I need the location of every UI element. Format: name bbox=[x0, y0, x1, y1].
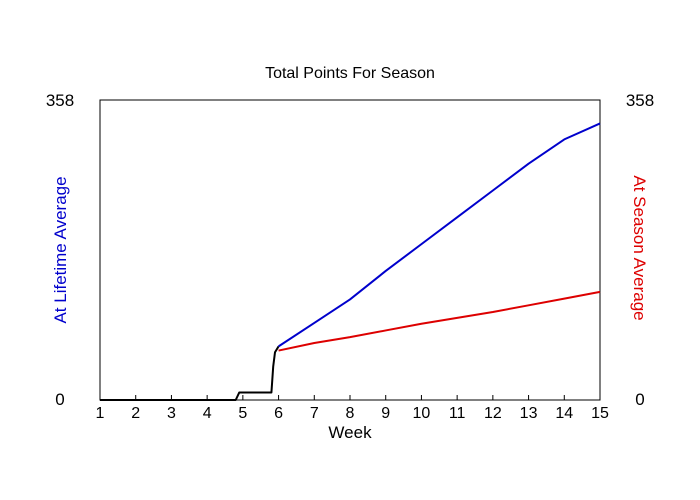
x-tick-label: 14 bbox=[555, 405, 573, 422]
series-line-actual bbox=[100, 345, 280, 401]
x-axis-ticks: 1 2 3 4 5 6 7 8 9 10 11 12 13 14 15 bbox=[96, 395, 609, 422]
x-tick-label: 2 bbox=[131, 405, 140, 422]
x-tick-label: 3 bbox=[167, 405, 176, 422]
x-tick-label: 4 bbox=[203, 405, 212, 422]
x-tick-label: 1 bbox=[96, 405, 105, 422]
chart-title: Total Points For Season bbox=[265, 65, 435, 82]
x-tick-label: 6 bbox=[274, 405, 283, 422]
y-left-tick-min: 0 bbox=[55, 390, 64, 409]
x-tick-label: 9 bbox=[381, 405, 390, 422]
x-tick-label: 12 bbox=[484, 405, 502, 422]
x-tick-label: 15 bbox=[591, 405, 609, 422]
y-axis-label-right: At Season Average bbox=[630, 175, 649, 320]
x-tick-label: 8 bbox=[346, 405, 355, 422]
x-tick-label: 11 bbox=[449, 405, 466, 422]
x-tick-label: 5 bbox=[238, 405, 247, 422]
y-right-tick-max: 358 bbox=[626, 91, 654, 110]
x-tick-label: 13 bbox=[520, 405, 538, 422]
y-left-tick-max: 358 bbox=[46, 91, 74, 110]
y-axis-label-left: At Lifetime Average bbox=[51, 176, 70, 323]
x-tick-label: 7 bbox=[310, 405, 319, 422]
y-right-tick-min: 0 bbox=[635, 390, 644, 409]
plot-frame bbox=[99, 99, 601, 401]
series-layer bbox=[100, 122, 601, 401]
series-line-lifetime-average bbox=[278, 122, 601, 348]
x-tick-label: 10 bbox=[413, 405, 431, 422]
series-line-season-average bbox=[278, 290, 601, 352]
x-axis-label: Week bbox=[328, 423, 372, 442]
